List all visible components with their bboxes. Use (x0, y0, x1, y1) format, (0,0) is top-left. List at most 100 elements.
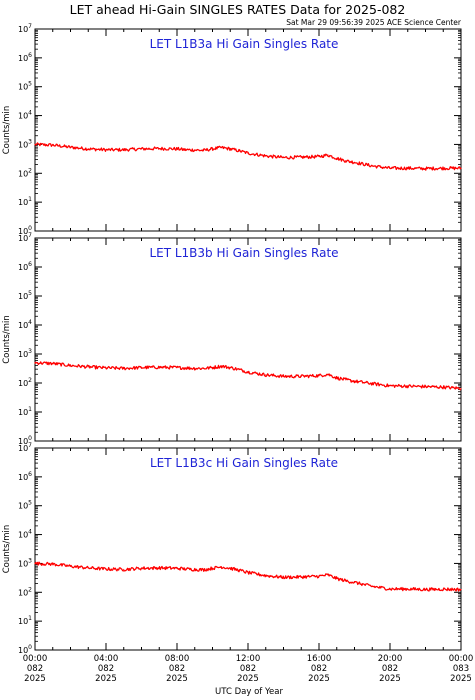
data-point (185, 367, 187, 369)
data-point (327, 154, 329, 156)
y-tick-label: 100 (18, 435, 32, 446)
y-tick-label: 103 (18, 138, 32, 149)
data-point (389, 588, 391, 590)
x-tick-label: 04:00 (94, 654, 119, 664)
data-point (52, 563, 54, 565)
x-tick-label: 12:00 (236, 654, 261, 664)
data-point (87, 148, 89, 150)
x-tick-label: 2025 (379, 674, 401, 684)
data-point (211, 148, 214, 150)
data-point (140, 148, 143, 150)
x-tick-label: 20:00 (378, 654, 403, 664)
x-tick-label: 08:00 (165, 654, 190, 664)
data-point (69, 565, 72, 567)
data-point (87, 567, 89, 569)
data-point (123, 367, 125, 369)
data-point (140, 366, 143, 369)
data-point (105, 149, 107, 151)
panel-title: LET L1B3c Hi Gain Singles Rate (150, 456, 338, 470)
data-point (424, 588, 427, 591)
panel-title: LET L1B3a Hi Gain Singles Rate (150, 37, 339, 51)
data-point (282, 156, 285, 159)
data-point (460, 588, 462, 591)
data-point (194, 149, 196, 151)
y-tick-label: 106 (18, 52, 32, 63)
data-point (34, 562, 36, 565)
data-point (389, 167, 391, 169)
y-tick-label: 103 (18, 348, 32, 359)
data-point (336, 577, 338, 580)
y-tick-label: 102 (18, 167, 32, 178)
data-point (389, 385, 391, 387)
data-point (176, 567, 178, 569)
y-tick-label: 104 (18, 529, 32, 540)
y-tick-label: 104 (18, 110, 32, 121)
data-point (123, 149, 125, 151)
data-point (140, 567, 143, 569)
data-point (211, 366, 214, 369)
data-point (52, 144, 54, 146)
data-point (247, 572, 249, 574)
x-tick-label: 082 (240, 664, 256, 674)
data-point (123, 568, 125, 571)
y-tick-label: 105 (18, 500, 32, 511)
data-point (407, 588, 409, 590)
chart-panel-1: 100 101 102 103 104 105 106 107 Counts/min LET L1… (2, 23, 462, 236)
data-point (69, 146, 72, 148)
y-tick-label: 100 (18, 225, 32, 236)
data-point (265, 155, 267, 157)
data-point (247, 371, 249, 373)
data-point (52, 362, 54, 365)
y-tick-label: 100 (18, 644, 32, 655)
data-point (158, 147, 160, 150)
data-point (194, 367, 196, 369)
data-point (238, 569, 240, 571)
series-line (34, 361, 462, 391)
x-tick-label: 083 (453, 664, 469, 674)
y-tick-label: 101 (18, 615, 32, 626)
data-point (345, 160, 347, 162)
series-line (34, 142, 462, 171)
y-tick-label: 106 (18, 261, 32, 272)
data-point (318, 575, 320, 577)
y-tick-label: 106 (18, 471, 32, 482)
plot-frame (34, 237, 462, 442)
y-tick-label: 103 (18, 557, 32, 568)
data-point (336, 157, 338, 159)
data-point (460, 167, 462, 169)
data-point (318, 374, 320, 377)
data-point (282, 576, 285, 578)
data-point (424, 386, 427, 388)
data-point (442, 588, 444, 590)
y-tick-label: 104 (18, 319, 32, 330)
data-point (238, 368, 240, 371)
data-point (336, 377, 338, 379)
figure-title: LET ahead Hi-Gain SINGLES RATES Data for… (70, 2, 406, 17)
data-point (318, 155, 320, 158)
data-point (371, 585, 373, 587)
x-tick-label: 2025 (24, 674, 46, 684)
data-point (203, 367, 205, 369)
data-point (353, 380, 356, 382)
data-point (345, 379, 347, 381)
data-point (211, 567, 214, 569)
data-point (220, 146, 222, 149)
data-point (176, 148, 178, 150)
data-point (34, 143, 36, 146)
generation-timestamp: Sat Mar 29 09:56:39 2025 ACE Science Cen… (286, 18, 462, 27)
data-point (185, 568, 187, 570)
x-tick-label: 16:00 (307, 654, 332, 664)
data-point (460, 387, 462, 390)
data-point (176, 366, 178, 369)
data-point (327, 373, 329, 375)
plot-frame (34, 28, 462, 232)
y-tick-label: 107 (18, 23, 32, 34)
y-axis-label: Counts/min (2, 525, 12, 574)
data-point (185, 149, 187, 151)
data-point (371, 165, 373, 167)
data-point (34, 362, 36, 364)
data-point (265, 374, 267, 376)
x-tick-label: 00:00 (23, 654, 48, 664)
data-point (371, 383, 373, 385)
